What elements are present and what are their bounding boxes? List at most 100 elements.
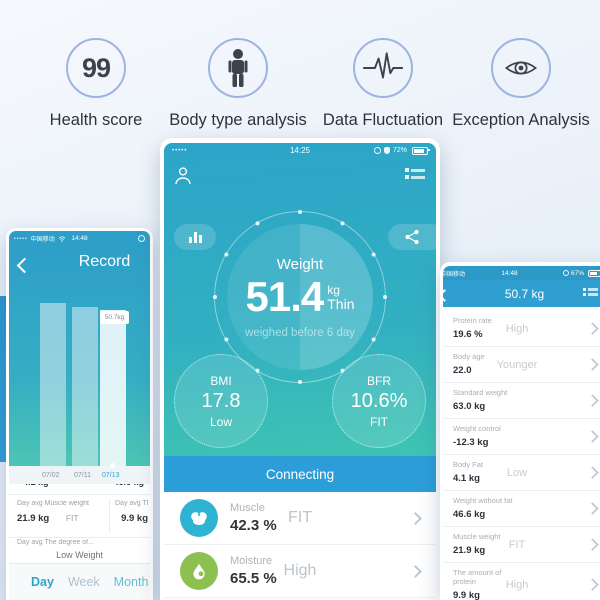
back-icon[interactable]: [16, 257, 33, 274]
signal-dots-icon: •••••: [172, 147, 188, 154]
chevron-right-icon: [586, 357, 599, 371]
bar-chart-icon: [188, 231, 202, 243]
date-tick[interactable]: 07/11: [74, 471, 91, 479]
metric-status: FIT: [288, 509, 312, 526]
metric-status: High: [505, 322, 529, 335]
stat-value: 4.1 kg: [23, 484, 49, 487]
metric-label: Body Fat: [453, 460, 484, 469]
feature-data-fluctuation: Data Fluctuation: [298, 38, 468, 130]
profile-icon[interactable]: [173, 165, 193, 187]
metric-status: High: [505, 579, 529, 591]
metric-value: 63.0 kg: [453, 401, 486, 412]
list-item[interactable]: Standard weight 63.0 kg: [443, 383, 600, 419]
wifi-icon: [58, 235, 66, 242]
page-title-weight: 50.7 kg: [504, 286, 545, 301]
tab-day[interactable]: Day: [31, 575, 54, 589]
metric-value: -12.3 kg: [453, 437, 489, 448]
record-nav-bar: Record: [9, 246, 150, 280]
eye-icon: [491, 38, 551, 98]
chevron-right-icon: [409, 564, 422, 578]
battery-percent: 72%: [392, 147, 407, 154]
metric-status: Low: [506, 466, 528, 479]
menu-list-icon[interactable]: [583, 288, 598, 298]
status-time: 14:25: [289, 146, 311, 155]
carrier-label: 中国移动: [443, 271, 466, 278]
metric-status: Younger: [496, 358, 538, 371]
chevron-right-icon: [586, 393, 599, 407]
bfr-value: 10.6%: [350, 389, 408, 412]
metric-label: Moisture: [230, 555, 273, 567]
metric-label: The amount of protein: [453, 568, 502, 586]
water-drop-icon: [180, 552, 218, 590]
metric-value: 19.6 %: [453, 329, 483, 340]
chevron-right-icon: [586, 537, 599, 551]
main-screen: ••••• 14:25 72%: [164, 143, 436, 600]
metric-label: Weight control: [453, 424, 501, 433]
chevron-right-icon: [409, 511, 422, 525]
weight-value: 51.4: [245, 272, 325, 320]
status-time: 14:48: [501, 269, 518, 277]
chevron-right-icon: [586, 501, 599, 515]
tab-week[interactable]: Week: [67, 575, 100, 589]
bfr-label: BFR: [367, 373, 391, 388]
list-item[interactable]: Body Fat 4.1 kg Low: [443, 455, 600, 491]
metric-list: Muscle 42.3 % FIT Moisture: [164, 492, 436, 600]
orientation-lock-icon: [138, 235, 145, 242]
phone-record-screen: ••••• 中国移动 14:48 Record 50.7kg 07/02: [6, 228, 153, 600]
chart-bar[interactable]: [72, 307, 98, 466]
daily-stats-panel: 4.1 kg Low 46.6 kg Day avg Muscle weight…: [9, 484, 150, 563]
list-item[interactable]: Muscle weight 21.9 kg FIT: [443, 527, 600, 563]
metric-value: 22.0: [453, 365, 472, 376]
signal-dots-icon: •••••: [14, 235, 28, 242]
list-item[interactable]: Weight without fat 46.6 kg: [443, 491, 600, 527]
ecg-line: [362, 52, 404, 79]
stat-status: Low: [65, 484, 80, 486]
list-item[interactable]: The amount of protein 9.9 kg High: [443, 563, 600, 600]
clipped-stat-row: 4.1 kg Low 46.6 kg: [9, 484, 150, 491]
score-99-text: 99: [81, 52, 111, 83]
bfr-dial[interactable]: BFR 10.6% FIT: [332, 354, 426, 448]
metric-value: 46.6 kg: [453, 509, 486, 520]
selected-dot: [110, 463, 115, 468]
date-tick[interactable]: 07/02: [42, 471, 60, 479]
bmi-label: BMI: [210, 373, 232, 388]
history-chart-button[interactable]: [174, 224, 216, 250]
orientation-lock-icon: [562, 270, 569, 276]
orientation-lock-icon: [373, 147, 381, 154]
chevron-right-icon: [586, 429, 599, 443]
weight-dial[interactable]: Weight 51.4 kg Thin weighed before 6 day: [227, 224, 373, 370]
record-screen: ••••• 中国移动 14:48 Record 50.7kg 07/02: [9, 231, 150, 600]
list-item[interactable]: Weight control -12.3 kg: [443, 419, 600, 455]
menu-list-icon[interactable]: [405, 168, 425, 182]
weight-status: Thin: [327, 295, 355, 312]
list-item-muscle[interactable]: Muscle 42.3 % FIT: [164, 492, 436, 545]
battery-percent: 67%: [570, 269, 584, 277]
stat-value: 21.9 kg: [17, 513, 50, 524]
stat-value: 9.9 kg: [121, 513, 148, 524]
chart-bar-selected[interactable]: [100, 310, 126, 466]
list-item-moisture[interactable]: Moisture 65.5 % High: [164, 545, 436, 598]
date-tick-selected[interactable]: 07/13: [102, 471, 120, 479]
list-item[interactable]: Body age 22.0 Younger: [443, 347, 600, 383]
bfr-status: FIT: [370, 414, 388, 429]
stat-row: Day avg Muscle weight 21.9 kg FIT Day av…: [9, 496, 150, 536]
chart-bar[interactable]: [40, 303, 66, 466]
status-bar: ••••• 14:25 72%: [164, 143, 436, 158]
list-item[interactable]: Protein rate 19.6 % High: [443, 311, 600, 347]
connecting-banner[interactable]: Connecting: [164, 456, 436, 492]
stat-label: Day avg Muscle weight: [17, 500, 89, 507]
person-silhouette: [228, 49, 248, 87]
feature-exception-analysis: Exception Analysis: [436, 38, 600, 130]
divider: [109, 500, 110, 532]
tab-month[interactable]: Month: [113, 575, 149, 589]
phone-detail-screen: 中国移动 14:48 67% 50.7 kg Protein rate: [440, 262, 600, 600]
metric-label: Muscle weight: [453, 532, 501, 541]
back-icon[interactable]: [443, 289, 451, 302]
period-tab-bar: Day Week Month: [9, 563, 150, 600]
share-button[interactable]: [388, 224, 436, 250]
eye-shape: [504, 61, 538, 75]
weight-dial-ring: [213, 210, 387, 384]
weight-label: Weight: [276, 255, 324, 273]
bmi-dial[interactable]: BMI 17.8 Low: [174, 354, 268, 448]
